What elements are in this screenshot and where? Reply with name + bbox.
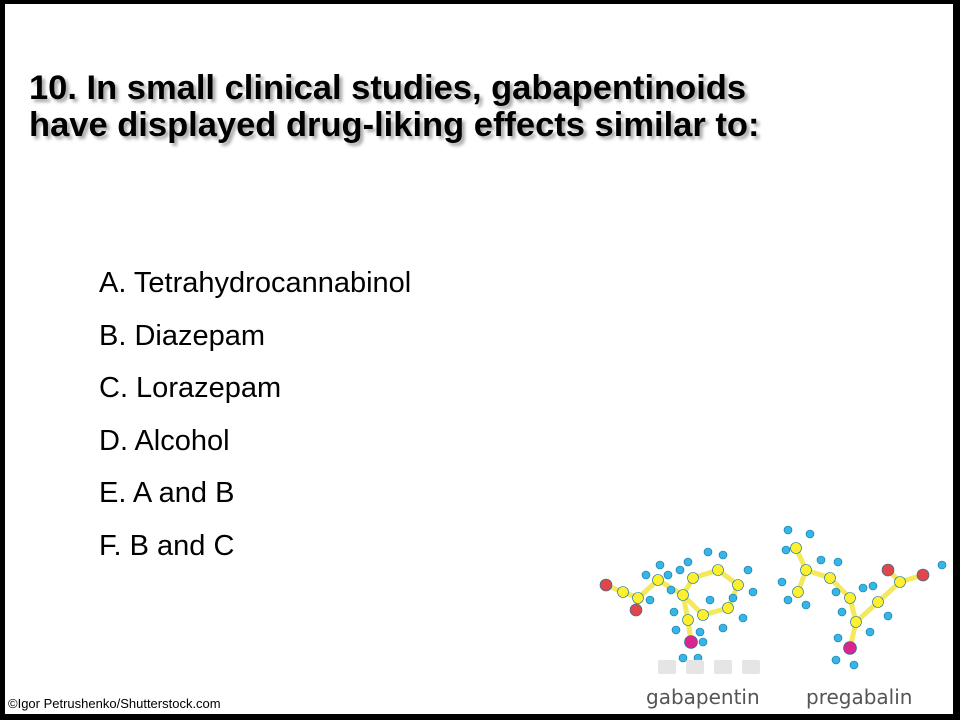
option-e: E. A and B bbox=[99, 477, 235, 509]
gabapentin-molecule bbox=[599, 547, 758, 663]
pregabalin-molecule bbox=[777, 525, 947, 670]
photo-credit: ©Igor Petrushenko/Shutterstock.com bbox=[8, 696, 221, 711]
answer-options: A. Tetrahydrocannabinol B. Diazepam C. L… bbox=[99, 257, 411, 572]
pregabalin-caption: pregabalin bbox=[806, 685, 912, 709]
option-c: C. Lorazepam bbox=[99, 372, 282, 404]
option-d: D. Alcohol bbox=[99, 424, 230, 457]
option-a: A. Tetrahydrocannabinol bbox=[99, 267, 412, 299]
question-title-line-1: 10. In small clinical studies, gabapenti… bbox=[29, 69, 747, 107]
option-b: B. Diazepam bbox=[99, 319, 266, 352]
option-f: F. B and C bbox=[99, 529, 235, 562]
molecule-illustration: gabapentin pregabalin bbox=[599, 525, 947, 709]
question-title: 10. In small clinical studies, gabapenti… bbox=[29, 70, 939, 144]
question-title-line-2: have displayed drug-liking effects simil… bbox=[29, 106, 760, 144]
faint-toolbar-icons bbox=[658, 660, 760, 674]
slide: 10. In small clinical studies, gabapenti… bbox=[5, 4, 953, 714]
gabapentin-caption: gabapentin bbox=[646, 685, 760, 709]
